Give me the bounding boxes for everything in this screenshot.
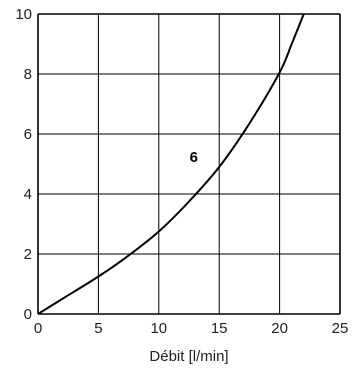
- x-tick-label: 10: [150, 320, 167, 337]
- x-tick-label: 15: [211, 320, 228, 337]
- y-tick-label: 4: [24, 186, 32, 203]
- y-tick-label: 2: [24, 246, 32, 263]
- series-line: [37, 13, 305, 315]
- x-tick-label: 25: [332, 320, 349, 337]
- x-tick-label: 5: [94, 320, 102, 337]
- y-tick-label: 8: [24, 66, 32, 83]
- y-tick-label: 0: [24, 306, 32, 323]
- series-label: 6: [190, 149, 198, 166]
- grid: [37, 13, 341, 315]
- y-tick-label: 10: [15, 6, 32, 23]
- y-tick-labels: 10 8 6 4 2 0: [15, 6, 32, 323]
- x-tick-label: 0: [34, 320, 42, 337]
- x-tick-labels: 0 5 10 15 20 25: [34, 320, 349, 337]
- x-tick-label: 20: [271, 320, 288, 337]
- y-tick-label: 6: [24, 126, 32, 143]
- x-axis-label: Débit [l/min]: [149, 348, 228, 365]
